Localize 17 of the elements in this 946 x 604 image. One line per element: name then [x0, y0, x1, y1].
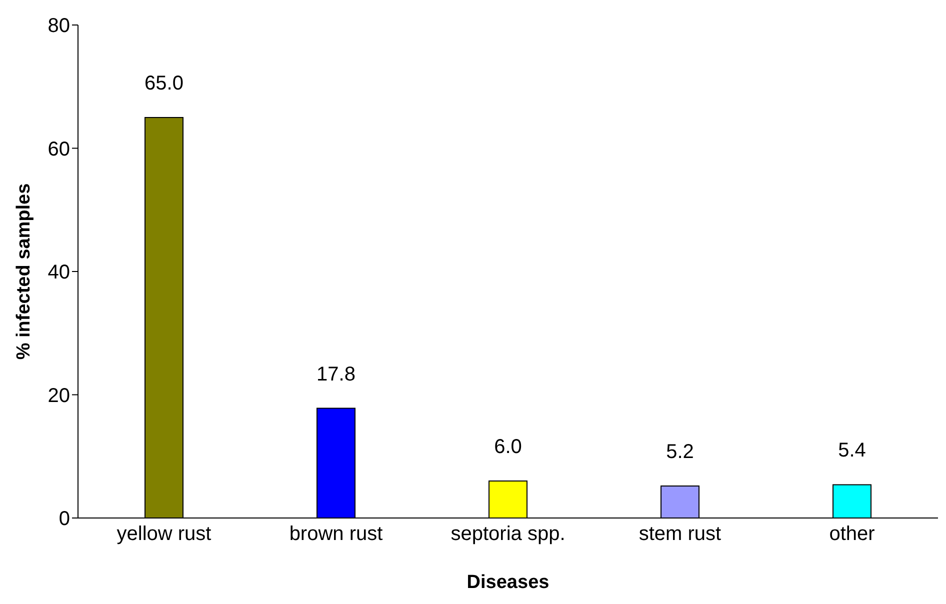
y-axis-title: % infected samples [14, 183, 35, 360]
data-label: 65.0 [144, 72, 184, 94]
y-tick-label: 20 [48, 384, 70, 407]
y-tick-label: 0 [58, 508, 70, 530]
x-tick-label: septoria spp. [450, 523, 566, 546]
x-tick-label: stem rust [638, 523, 722, 546]
y-tick-label: 60 [48, 138, 70, 160]
x-axis-title: Diseases [466, 572, 550, 593]
y-tick-label: 40 [48, 262, 70, 284]
x-tick-label: yellow rust [116, 523, 212, 546]
x-tick-label: brown rust [289, 523, 384, 546]
data-label: 17.8 [316, 363, 356, 386]
x-tick-label: other [829, 523, 876, 546]
data-label: 6.0 [494, 436, 522, 458]
data-label: 5.2 [666, 440, 694, 463]
y-tick-label: 80 [48, 15, 70, 38]
data-label: 5.4 [838, 440, 866, 462]
